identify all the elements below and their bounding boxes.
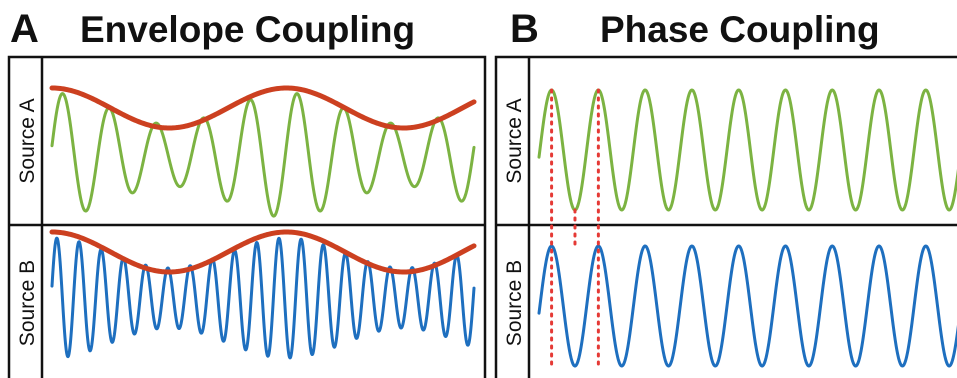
panel-b-letter: B	[510, 7, 539, 51]
panel-a-title: Envelope Coupling	[80, 9, 415, 50]
panel-b-row-label-source-b: Source B	[503, 260, 526, 346]
envelope-coupling-source-b-envelope	[49, 229, 477, 275]
phase-coupling-source-a-signal	[537, 88, 957, 212]
panel-a-row-label-source-a: Source A	[16, 98, 39, 183]
panel-b-row-label-source-a: Source A	[503, 98, 526, 183]
panel-a-row-label-source-b: Source B	[16, 260, 39, 346]
panel-b-title: Phase Coupling	[600, 9, 880, 50]
phase-alignment-markers	[550, 88, 600, 368]
phase-coupling-source-b-signal	[537, 244, 957, 368]
envelope-coupling-source-a-signal	[50, 92, 476, 218]
envelope-coupling-source-a-envelope	[49, 85, 477, 131]
panel-a-letter: A	[10, 7, 39, 51]
panel-a-frame	[7, 55, 487, 378]
